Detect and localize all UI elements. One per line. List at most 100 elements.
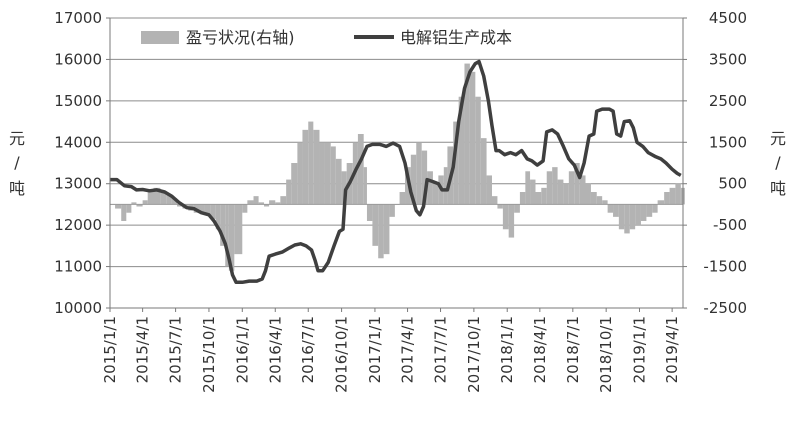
axes [106,17,687,309]
profit-bar [502,204,509,230]
x-tick-label: 2017/10/1 [465,316,483,393]
right-unit-char-1: 元 [770,129,786,148]
profit-bar [126,204,132,213]
profit-bar [640,204,647,221]
x-tick-label: 2015/10/1 [200,316,218,393]
profit-bar [664,192,670,205]
x-tick-label: 2019/4/1 [663,316,681,383]
left-tick-label: 14000 [54,133,102,151]
profit-bar [115,204,122,209]
profit-bar [142,200,148,205]
profit-bar [525,171,531,205]
profit-bar [552,167,558,205]
profit-bar [497,204,503,209]
profit-bar [508,204,515,238]
profit-bar [646,204,653,217]
profit-bar [585,183,591,205]
legend-bar-label: 盈亏状况(右轴) [186,28,295,47]
legend-line-label: 电解铝生产成本 [400,28,512,47]
profit-bar [480,138,487,205]
profit-bar [302,129,309,205]
profit-bar [297,142,303,205]
profit-bar [136,204,143,207]
left-axis-unit-label: 元 / 吨 [9,129,25,198]
profit-bar [613,204,619,217]
profit-bar [378,204,384,259]
right-tick-label: 4500 [709,9,747,27]
profit-bar [530,179,536,205]
x-tick-label: 2016/4/1 [266,316,284,383]
profit-bar [574,163,580,205]
profit-bar [275,202,281,205]
profit-bar [171,198,178,205]
profit-bar [541,187,547,205]
left-unit-char-2: / [14,153,20,172]
profit-bar [568,171,575,205]
profit-bar [335,158,342,205]
profit-bar [286,179,292,205]
profit-bar [421,150,428,205]
right-tick-label: -2500 [703,299,747,317]
profit-bar [635,204,641,226]
left-tick-label: 12000 [54,216,102,234]
profit-bar [247,200,254,205]
profit-bar [389,204,395,217]
profit-bar [410,154,417,205]
x-tick-label: 2015/1/1 [101,316,119,383]
profit-bar [514,204,520,213]
legend-bar-swatch [141,31,179,44]
right-tick-label: -500 [713,216,747,234]
profit-bar [427,171,433,205]
x-tick-label: 2018/4/1 [531,316,549,383]
right-tick-label: 2500 [709,92,747,110]
left-unit-char-3: 吨 [9,179,25,198]
x-tick-label: 2017/4/1 [399,316,417,383]
profit-bar [225,204,229,267]
left-tick-label: 11000 [54,258,102,276]
left-tick-label: 13000 [54,175,102,193]
profit-bar [557,179,564,205]
profit-bar [519,192,526,205]
profit-bar [121,204,127,221]
profit-bar [319,142,325,205]
gridlines [110,17,683,268]
x-tick-label: 2016/10/1 [333,316,351,393]
right-unit-char-2: / [775,153,781,172]
cost-line [110,59,682,285]
profit-bar [458,96,465,205]
profit-bar [324,142,331,205]
profit-bar [363,167,367,205]
profit-bar [535,192,542,205]
profit-bar-series [110,63,685,271]
profit-bar [652,204,658,213]
profit-bar [486,175,492,205]
profit-bar [618,204,625,230]
profit-bar [607,204,614,213]
profit-bar [675,183,681,205]
profit-bar [596,196,603,205]
profit-bar [372,204,379,246]
profit-bar [383,204,390,255]
x-tick-label: 2018/1/1 [498,316,516,383]
x-tick-label: 2015/4/1 [134,316,152,383]
profit-bar [280,196,287,205]
profit-bar [308,121,314,205]
profit-bar [199,204,205,213]
right-tick-label: 1500 [709,133,747,151]
profit-bar [220,204,226,246]
profit-bar [357,134,364,205]
right-tick-label: 500 [718,175,747,193]
x-tick-label: 2017/7/1 [432,316,450,383]
x-tick-label: 2017/1/1 [366,316,384,383]
profit-bar [579,175,586,205]
profit-bar [291,163,298,205]
left-tick-label: 10000 [54,299,102,317]
legend: 盈亏状况(右轴) 电解铝生产成本 [141,28,512,47]
x-tick-label: 2015/7/1 [167,316,185,383]
left-tick-label: 17000 [54,9,102,27]
left-tick-label: 15000 [54,92,102,110]
x-tick-label: 2018/7/1 [564,316,582,383]
profit-bar [204,204,211,215]
profit-bar [464,63,470,205]
